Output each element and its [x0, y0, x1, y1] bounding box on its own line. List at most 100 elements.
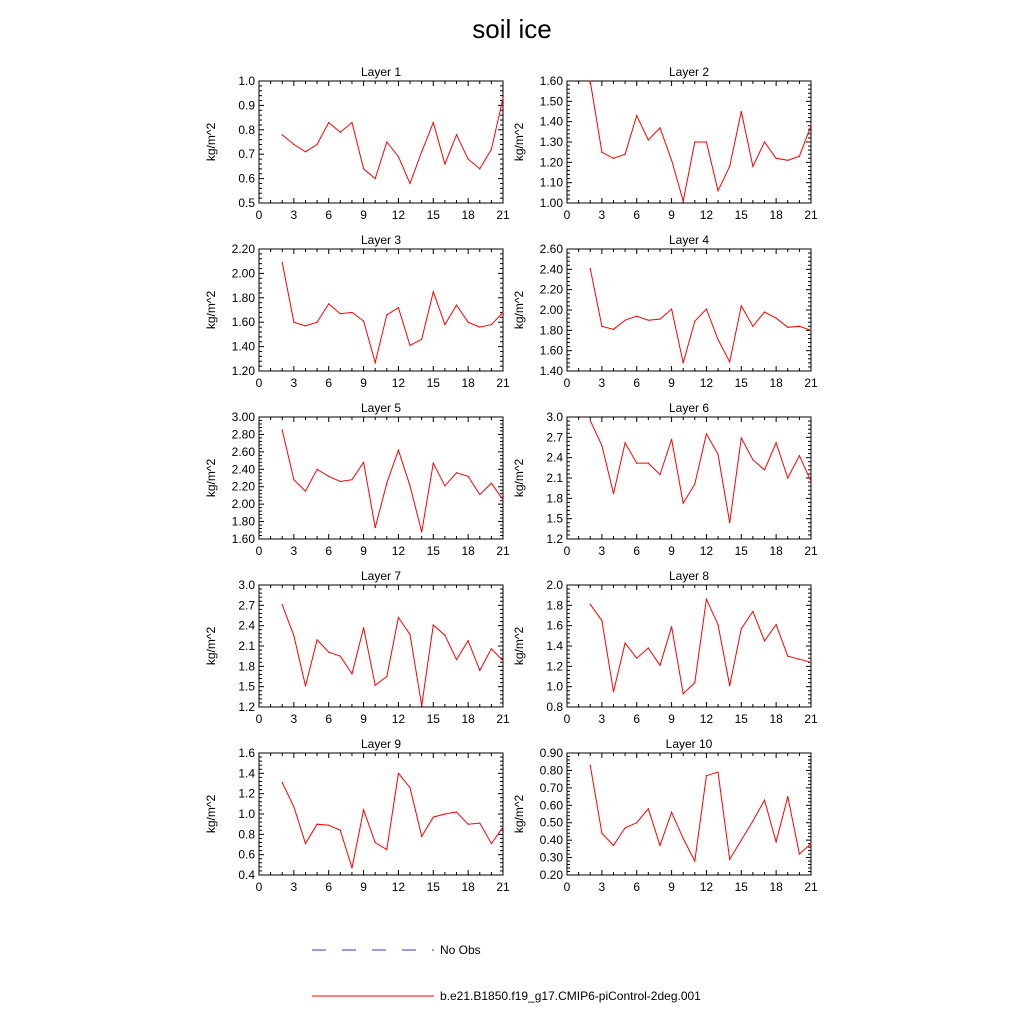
y-tick-label: 2.80 [232, 427, 256, 441]
x-tick-label: 18 [461, 376, 475, 390]
panel-3: Layer 3 0 3 6 9 12 15 18 21 1.20 1.40 1.60 1.80 2.00 2… [204, 233, 510, 390]
x-tick-label: 6 [325, 376, 332, 390]
data-point [798, 853, 800, 855]
y-tick-label: 1.2 [546, 532, 563, 546]
y-axis-label: kg/m^2 [204, 123, 218, 162]
data-point [362, 320, 365, 322]
data-point [729, 165, 731, 167]
x-tick-label: 21 [496, 880, 510, 894]
data-point [397, 156, 400, 158]
data-point [409, 485, 411, 487]
y-tick-label: 1.0 [238, 74, 255, 88]
data-point [386, 482, 388, 484]
y-tick-label: 1.60 [232, 532, 256, 546]
y-tick-label: 1.60 [540, 344, 564, 358]
data-point [339, 480, 341, 483]
data-point [636, 462, 638, 464]
data-point [740, 839, 742, 841]
data-point [601, 619, 603, 622]
y-tick-label: 0.50 [540, 816, 564, 830]
x-tick-label: 15 [735, 376, 749, 390]
data-point [432, 816, 434, 818]
y-tick-label: 0.4 [238, 868, 255, 882]
data-point [304, 685, 307, 687]
panel-title: Layer 4 [669, 233, 709, 247]
y-tick-label: 0.7 [238, 147, 255, 161]
x-tick-label: 3 [599, 208, 606, 222]
x-tick-label: 0 [564, 544, 571, 558]
data-point [362, 461, 365, 463]
x-tick-label: 15 [427, 208, 441, 222]
y-tick-label: 1.5 [546, 512, 563, 526]
x-tick-label: 18 [769, 544, 783, 558]
x-tick-label: 12 [392, 544, 406, 558]
x-tick-label: 12 [700, 880, 714, 894]
x-tick-label: 3 [291, 376, 298, 390]
x-tick-label: 0 [564, 880, 571, 894]
data-point [479, 822, 481, 824]
x-tick-label: 21 [804, 544, 818, 558]
x-tick-label: 18 [461, 208, 475, 222]
data-point [432, 291, 434, 293]
x-tick-label: 0 [256, 208, 263, 222]
x-tick-label: 6 [325, 880, 332, 894]
series-line [589, 597, 812, 695]
y-tick-label: 2.00 [232, 266, 256, 280]
data-point [444, 324, 446, 326]
y-axis-label: kg/m^2 [204, 627, 218, 666]
data-point [612, 691, 615, 693]
data-point [479, 168, 481, 170]
data-point [374, 361, 376, 364]
x-tick-label: 18 [461, 712, 475, 726]
data-point [694, 483, 696, 485]
data-point [328, 824, 330, 826]
x-tick-label: 3 [599, 376, 606, 390]
plot-frame [566, 80, 812, 204]
data-point [589, 764, 591, 766]
data-point [670, 626, 673, 628]
y-tick-label: 1.20 [540, 155, 564, 169]
data-point [810, 125, 812, 127]
data-point [601, 832, 603, 834]
data-point [705, 598, 708, 600]
x-tick-label: 21 [496, 208, 510, 222]
x-tick-label: 21 [804, 376, 818, 390]
data-point [351, 121, 353, 124]
y-tick-label: 0.8 [238, 827, 255, 841]
data-point [624, 827, 626, 829]
data-point [775, 442, 777, 444]
x-tick-label: 9 [668, 880, 675, 894]
series-line [589, 420, 812, 523]
data-point [694, 320, 696, 322]
data-point [636, 657, 638, 659]
y-tick-label: 1.00 [540, 196, 564, 210]
y-tick-label: 1.40 [540, 115, 564, 129]
panel-8: Layer 8 0 3 6 9 12 15 18 21 0.8 1.0 1.2 1.4 1.6 1.8 2.0… [512, 569, 818, 726]
x-tick-label: 21 [804, 712, 818, 726]
data-point [328, 651, 330, 653]
data-point [670, 438, 673, 440]
data-point [705, 141, 708, 143]
data-point [293, 321, 295, 323]
data-point [339, 313, 341, 315]
x-tick-label: 6 [633, 208, 640, 222]
y-tick-label: 1.80 [232, 291, 256, 305]
data-point [624, 153, 626, 155]
data-point [763, 799, 766, 801]
data-point [386, 675, 388, 678]
data-point [810, 661, 812, 663]
x-tick-label: 0 [564, 376, 571, 390]
x-tick-label: 21 [496, 376, 510, 390]
x-tick-label: 15 [735, 712, 749, 726]
x-tick-label: 6 [325, 544, 332, 558]
x-tick-label: 18 [461, 544, 475, 558]
y-tick-label: 1.80 [540, 323, 564, 337]
data-point [682, 837, 684, 840]
y-tick-label: 2.4 [546, 451, 563, 465]
x-tick-label: 9 [360, 880, 367, 894]
data-point [316, 143, 318, 146]
data-point [479, 493, 481, 496]
data-point [304, 325, 307, 327]
y-tick-label: 1.0 [238, 807, 255, 821]
data-point [624, 319, 626, 321]
